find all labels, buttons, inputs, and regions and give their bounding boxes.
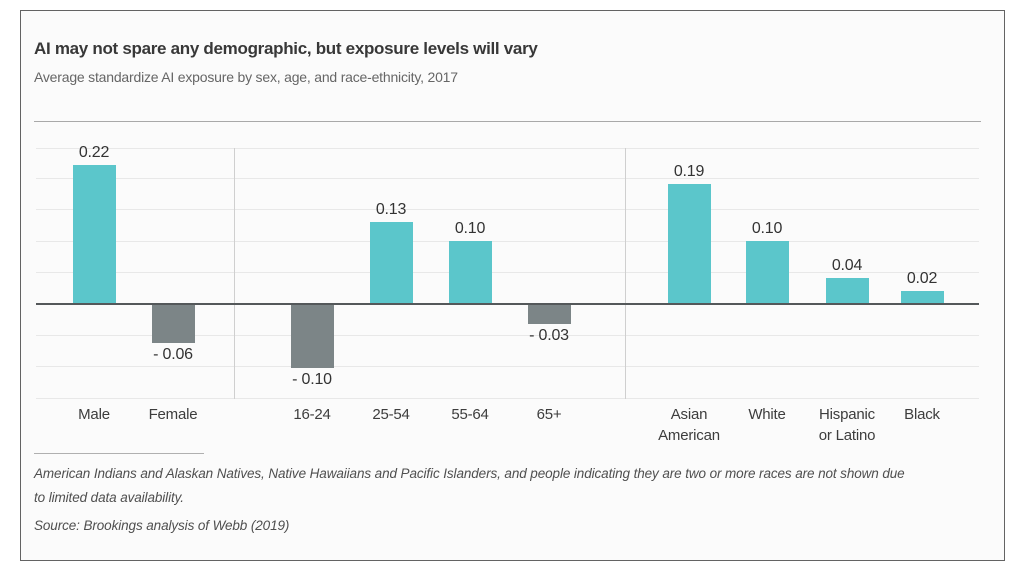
value-label: - 0.03 [529,327,569,344]
bar-asian-american [667,184,711,303]
footnote: American Indians and Alaskan Natives, Na… [34,466,905,505]
value-label: 0.22 [78,144,110,161]
bar-hispanic-or-latino [825,278,869,303]
value-label: 0.13 [375,201,407,218]
gridline [36,178,979,179]
category-label: 55-64 [451,406,489,423]
value-label: 0.19 [673,163,705,180]
bar-25-54 [369,222,413,304]
plot-area: 0.22 - 0.06 - 0.10 0.13 0.10 - 0.03 0.19 0.10 0.… [36,144,979,399]
value-label: 0.02 [906,270,938,287]
gridline [36,209,979,210]
zero-axis-line [36,303,979,305]
source-line: Source: Brookings analysis of Webb (2019… [34,518,290,533]
category-label: 16-24 [293,406,331,423]
category-label: Male [78,406,110,423]
chart-subtitle: Average standardize AI exposure by sex, … [34,69,458,85]
category-label: 25-54 [372,406,410,423]
category-label: Black [904,406,940,423]
group-separator [234,148,235,399]
value-label: - 0.10 [292,371,332,388]
bar-65- [527,305,571,324]
gridline [36,398,979,399]
category-label: Asian American [658,406,720,444]
gridline [36,366,979,367]
chart-title: AI may not spare any demographic, but ex… [34,39,538,58]
bar-black [900,291,944,304]
value-label: 0.04 [831,257,863,274]
gridline [36,272,979,273]
bar-female [151,305,195,343]
category-label: 65+ [536,406,562,423]
x-axis-labels: Male Female 16-24 25-54 55-64 65+ Asian Americ… [36,404,979,452]
category-label: Hispanic or Latino [818,406,876,444]
category-label: White [748,406,786,423]
gridline [36,335,979,336]
chart-card: AI may not spare any demographic, but ex… [20,10,1005,561]
gridline [36,148,979,149]
category-label: Female [148,406,198,423]
bar-55-64 [448,241,492,304]
value-label: 0.10 [454,220,486,237]
group-separator [625,148,626,399]
bar-16-24 [290,305,334,368]
bar-male [72,165,116,303]
value-label: 0.10 [751,220,783,237]
footnote-divider [34,453,204,454]
header-divider [34,121,981,122]
bar-white [745,241,789,304]
gridline [36,241,979,242]
value-label: - 0.06 [153,346,193,363]
